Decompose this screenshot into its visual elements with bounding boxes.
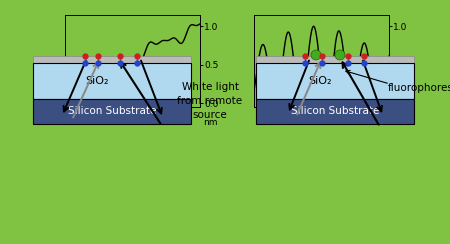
Text: Silicon Substrate: Silicon Substrate (291, 106, 379, 116)
Text: SiO₂: SiO₂ (308, 76, 332, 86)
Text: White light
from remote
source: White light from remote source (177, 82, 243, 120)
Text: nm: nm (392, 119, 406, 127)
Bar (256, 63, 414, 99)
Text: fluorophores: fluorophores (388, 83, 450, 93)
Bar (256, 99, 414, 124)
Bar (33, 99, 191, 124)
Text: SiO₂: SiO₂ (85, 76, 109, 86)
Text: Silicon Substrate: Silicon Substrate (68, 106, 156, 116)
Bar (33, 63, 191, 99)
Circle shape (311, 50, 321, 60)
Circle shape (335, 50, 345, 60)
Text: nm: nm (203, 119, 217, 127)
Bar (256, 56, 414, 63)
Bar (33, 56, 191, 63)
